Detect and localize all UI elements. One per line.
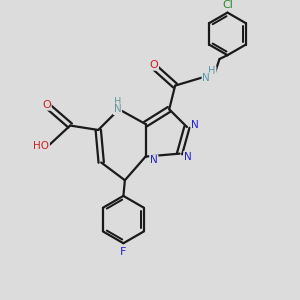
Text: O: O	[149, 60, 158, 70]
Text: N: N	[191, 120, 199, 130]
Text: O: O	[42, 100, 51, 110]
Text: H: H	[114, 97, 121, 107]
Text: Cl: Cl	[222, 0, 233, 10]
Text: F: F	[120, 247, 127, 256]
Text: HO: HO	[33, 141, 49, 151]
Text: N: N	[184, 152, 192, 162]
Text: N: N	[150, 155, 158, 165]
Text: N: N	[114, 104, 121, 114]
Text: H: H	[208, 66, 216, 76]
Text: N: N	[202, 73, 210, 83]
